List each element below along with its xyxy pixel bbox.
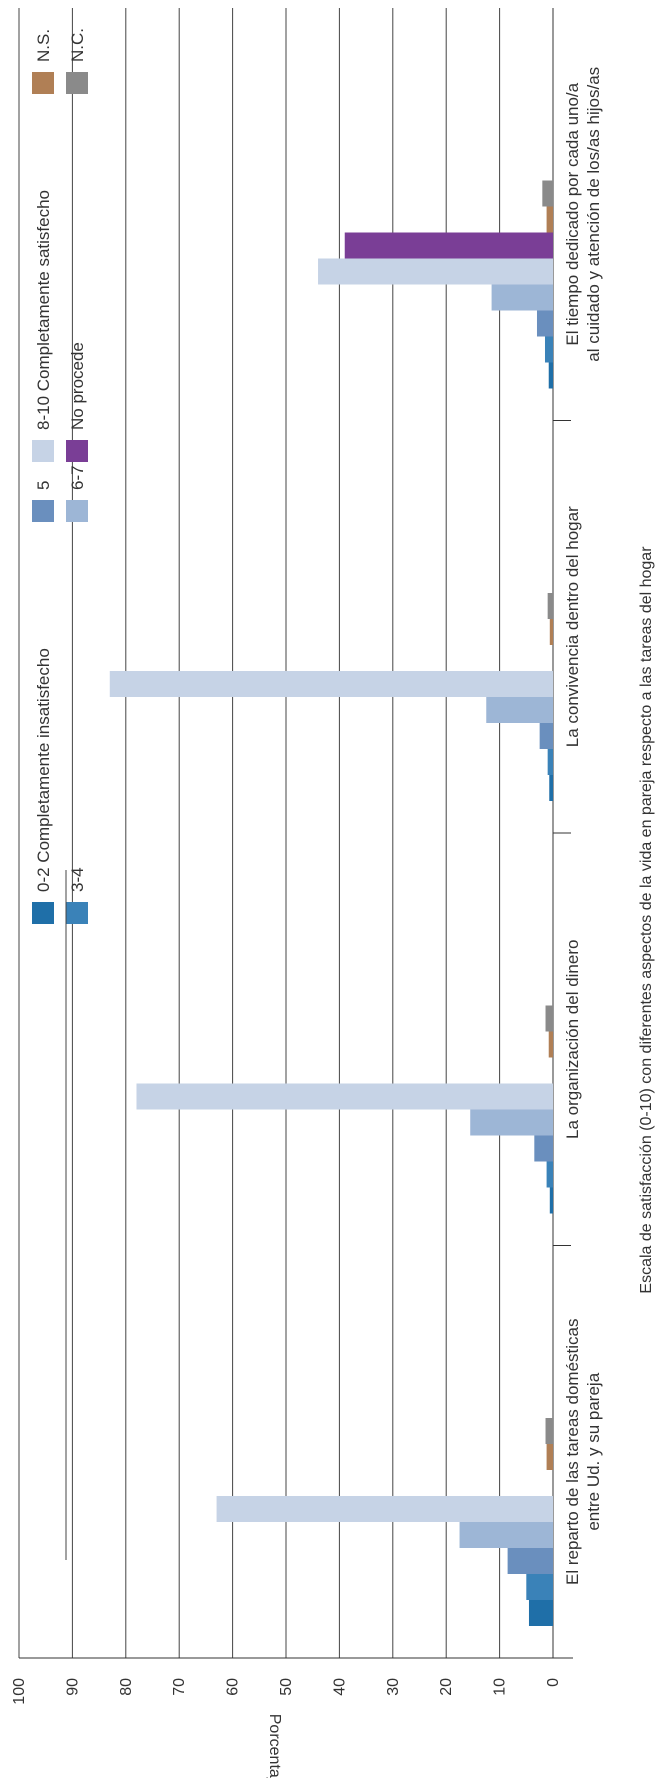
legend-label: 5 [34,481,53,490]
bar [534,1135,553,1162]
chart-legend: 0-2 Completamente insatisfecho 3-4 5 6-7 8-1… [32,28,88,1560]
y-tick-label: 10 [492,1678,509,1696]
legend-label: 3-4 [68,867,87,892]
category-label: La convivencia dentro del hogar [563,506,582,747]
bar [546,1161,553,1188]
bar [548,362,553,389]
bar [491,284,553,311]
bar [344,232,553,259]
bar [539,723,553,749]
x-axis-label: Escala de satisfacción (0-10) con difere… [638,546,655,1294]
y-tick-label: 80 [118,1678,135,1696]
legend-swatch [66,440,88,462]
y-tick-label: 0 [545,1678,562,1687]
y-tick-label: 100 [11,1678,28,1705]
y-tick-label: 20 [438,1678,455,1696]
legend-swatch [32,902,54,924]
y-tick-label: 40 [331,1678,348,1696]
legend-label: 6-7 [68,465,87,490]
category-label-line: El tiempo dedicado por cada uno/a [563,82,582,345]
legend-label: N.C. [68,28,87,62]
bar [546,1444,553,1470]
legend-swatch [66,500,88,522]
y-tick-label: 70 [171,1678,188,1696]
category-label-line: La convivencia dentro del hogar [563,506,582,747]
legend-label: 0-2 Completamente insatisfecho [34,648,53,892]
bar [459,1522,553,1548]
bar [318,258,553,285]
legend-label: N.S. [34,29,53,62]
category-label-line: El reparto de las tareas domésticas [563,1319,582,1585]
bar [507,1548,553,1574]
y-tick-label: 90 [64,1678,81,1696]
category-label: El reparto de las tareas domésticas entre… [563,1319,603,1585]
bar [546,206,553,233]
bar [216,1496,553,1522]
legend-swatch [66,72,88,94]
legend-label: 8-10 Completamente satisfecho [34,190,53,430]
bar [548,1031,553,1058]
y-tick-label: 60 [225,1678,242,1696]
legend-swatch [32,72,54,94]
category-label: La organización del dinero [563,940,582,1139]
bar [526,1574,553,1600]
bar [549,619,553,645]
category-label-line: entre Ud. y su pareja [584,1372,603,1530]
bar [544,336,553,363]
category-label-line: al cuidado y atención de los/as hijos/as [584,67,603,362]
bar [549,1187,553,1214]
bar [528,1600,553,1626]
category-label-line: La organización del dinero [563,940,582,1139]
bar [545,1418,553,1444]
y-tick-label: 50 [278,1678,295,1696]
bar [542,180,553,207]
y-tick-label: 30 [385,1678,402,1696]
bar [549,775,553,801]
bar [536,310,553,337]
bar [486,697,553,723]
bar [545,1005,553,1032]
plot-area: 0 10 20 30 40 50 60 70 80 90 100 El reparto de las … [11,8,603,1705]
legend-label: No procede [68,342,87,430]
bar [109,671,553,697]
legend-swatch [32,440,54,462]
legend-swatch [66,902,88,924]
legend-swatch [32,500,54,522]
bar [136,1083,554,1110]
bar [547,593,553,619]
bar [470,1109,553,1136]
category-label: El tiempo dedicado por cada uno/a al cuid… [563,67,603,362]
y-axis-label: Porcentaje [266,1714,283,1778]
bar [547,749,553,775]
